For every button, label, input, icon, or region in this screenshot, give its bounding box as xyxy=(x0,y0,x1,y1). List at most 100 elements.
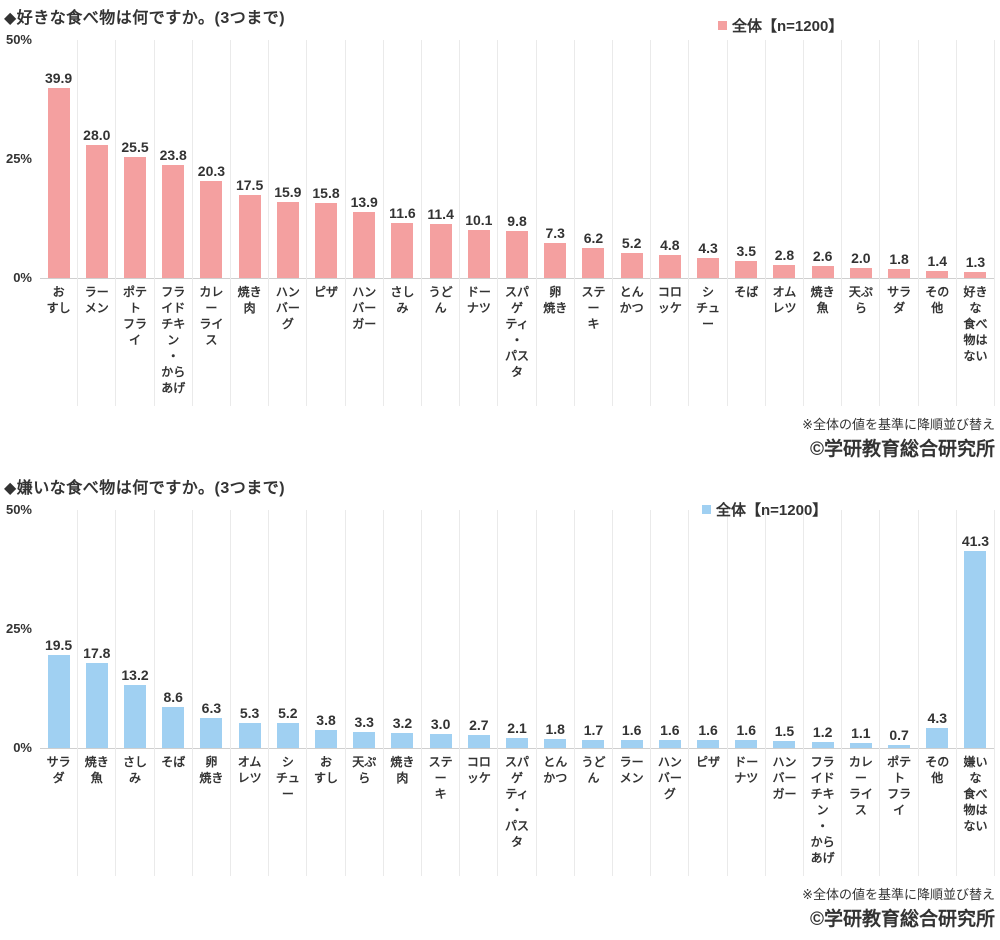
value-label: 3.2 xyxy=(392,715,413,731)
category-label: とん かつ xyxy=(543,755,568,785)
category-column: 1.4 その 他 xyxy=(919,40,957,406)
bar xyxy=(353,212,376,278)
category-column: 1.2 フラ イド チキ ン ・ から あげ xyxy=(804,510,843,876)
category-column: 3.5 そば xyxy=(728,40,766,406)
chart-title: ◆嫌いな食べ物は何ですか。(3つまで) xyxy=(4,480,286,497)
value-label: 4.3 xyxy=(698,240,718,256)
y-axis: 50% 25% 0% xyxy=(0,32,34,285)
chart-title: ◆好きな食べ物は何ですか。(3つまで) xyxy=(4,10,286,27)
category-label: 天ぷ ら xyxy=(848,285,873,315)
category-column: 1.7 うど ん xyxy=(575,510,614,876)
value-label: 3.3 xyxy=(354,714,374,730)
category-column: 3.8 お すし xyxy=(307,510,346,876)
bar xyxy=(926,728,949,748)
category-column: 20.3 カレ ー ライ ス xyxy=(193,40,232,406)
category-column: 11.4 うど ん xyxy=(422,40,461,406)
category-column: 1.8 とん かつ xyxy=(537,510,575,876)
copyright-credit: ©学研教育総合研究所 xyxy=(809,439,995,460)
bar xyxy=(620,253,643,278)
category-label: ハン バー ガー xyxy=(772,755,797,801)
bar xyxy=(391,223,414,278)
y-tick-50: 50% xyxy=(5,32,32,47)
y-tick-25: 25% xyxy=(5,151,32,166)
bar xyxy=(735,740,758,748)
category-column: 4.8 コロ ッケ xyxy=(651,40,690,406)
value-label: 4.3 xyxy=(927,710,947,726)
value-label: 0.7 xyxy=(889,727,909,743)
bar xyxy=(276,723,299,748)
value-label: 4.8 xyxy=(660,237,680,253)
category-label: 焼き 魚 xyxy=(84,755,109,785)
x-axis-line xyxy=(40,278,995,279)
category-label: 焼き 肉 xyxy=(390,755,415,785)
category-label: オム レツ xyxy=(237,755,262,785)
value-label: 17.5 xyxy=(235,177,264,193)
category-label: 焼き 肉 xyxy=(237,285,262,315)
sort-note: ※全体の値を基準に降順並び替え xyxy=(802,417,995,432)
category-label: ステ ー キ xyxy=(581,285,606,331)
bar xyxy=(811,266,834,278)
value-label: 1.1 xyxy=(851,725,871,741)
value-label: 19.5 xyxy=(44,637,73,653)
category-column: 1.1 カレ ー ライ ス xyxy=(842,510,881,876)
category-label: サラ ダ xyxy=(887,285,912,315)
category-label: ポテ ト フラ イ xyxy=(123,285,148,347)
bar xyxy=(926,271,949,278)
bar xyxy=(735,261,758,278)
y-tick-25: 25% xyxy=(5,621,32,636)
bar xyxy=(544,243,567,278)
category-label: フラ イド チキ ン ・ から あげ xyxy=(161,285,186,395)
value-label: 15.9 xyxy=(274,184,302,200)
copyright-credit: ©学研教育総合研究所 xyxy=(809,909,995,930)
category-label: 好き な 食べ 物は ない xyxy=(963,285,988,363)
value-label: 2.8 xyxy=(774,247,795,263)
category-column: 2.6 焼き 魚 xyxy=(804,40,843,406)
category-column: 1.5 ハン バー ガー xyxy=(766,510,805,876)
bar xyxy=(162,165,185,278)
category-column: 4.3 その 他 xyxy=(919,510,957,876)
category-column: 1.6 ドー ナツ xyxy=(728,510,766,876)
category-column: 39.9 お すし xyxy=(40,40,79,406)
value-label: 2.1 xyxy=(507,720,527,736)
category-label: うど ん xyxy=(428,285,453,315)
y-axis: 50% 25% 0% xyxy=(0,502,34,755)
bar xyxy=(353,732,376,748)
bar xyxy=(888,269,911,278)
category-label: 卵 焼き xyxy=(543,285,568,315)
value-label: 3.8 xyxy=(316,712,336,728)
value-label: 9.8 xyxy=(507,213,527,229)
category-column: 10.1 ドー ナツ xyxy=(460,40,499,406)
category-label: サラ ダ xyxy=(46,755,71,785)
plot-area: 19.5 サラ ダ 17.8 焼き 魚 13.2 さし み 8.6 そば 6.3 卵 焼き 5.3 オ… xyxy=(40,510,996,876)
category-column: 1.6 ハン バー グ xyxy=(651,510,690,876)
value-label: 6.3 xyxy=(201,700,222,716)
category-column: 2.8 オム レツ xyxy=(766,40,805,406)
bar xyxy=(162,707,185,748)
bar xyxy=(315,203,338,278)
category-column: 4.3 シ チュ ー xyxy=(689,40,728,406)
value-label: 11.6 xyxy=(389,205,416,221)
value-label: 1.6 xyxy=(660,722,680,738)
category-label: ピザ xyxy=(314,285,339,299)
value-label: 7.3 xyxy=(545,225,565,241)
bar xyxy=(697,740,720,748)
bar xyxy=(849,268,872,278)
category-label: シ チュ ー xyxy=(275,755,300,801)
bar xyxy=(658,255,681,278)
value-label: 10.1 xyxy=(465,212,493,228)
category-column: 2.7 コロ ッケ xyxy=(460,510,499,876)
category-label: 焼き 魚 xyxy=(810,285,835,315)
bar xyxy=(506,738,529,748)
bar xyxy=(964,272,987,278)
bar xyxy=(315,730,338,748)
category-column: 11.6 さし み xyxy=(384,40,423,406)
bar xyxy=(582,248,605,278)
value-label: 8.6 xyxy=(163,689,183,705)
legend-marker-icon xyxy=(702,505,711,514)
category-label: うど ん xyxy=(581,755,606,785)
value-label: 1.8 xyxy=(889,251,909,267)
category-label: ドー ナツ xyxy=(466,285,491,315)
value-label: 2.7 xyxy=(469,717,489,733)
value-label: 15.8 xyxy=(312,185,340,201)
value-label: 5.2 xyxy=(621,235,642,251)
